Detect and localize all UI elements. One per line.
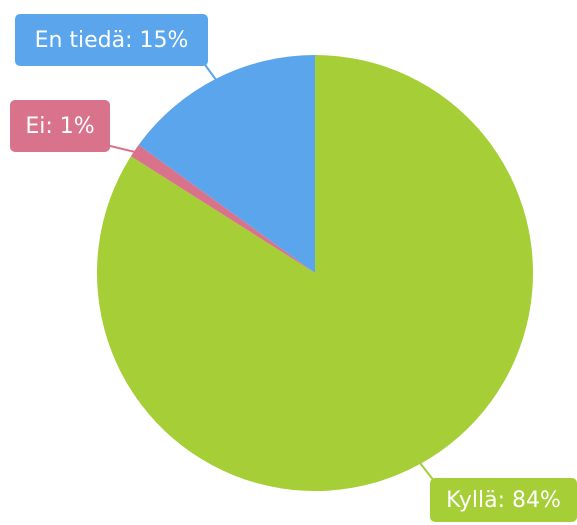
label-box xyxy=(430,478,577,522)
data-label: En tiedä: 15% xyxy=(35,28,189,53)
label-box xyxy=(10,100,110,152)
data-label: Kyllä: 84% xyxy=(446,488,561,513)
data-label: Ei: 1% xyxy=(25,114,94,139)
pie-slice xyxy=(130,144,315,273)
pie-slice xyxy=(138,55,315,273)
label-box xyxy=(15,14,208,66)
